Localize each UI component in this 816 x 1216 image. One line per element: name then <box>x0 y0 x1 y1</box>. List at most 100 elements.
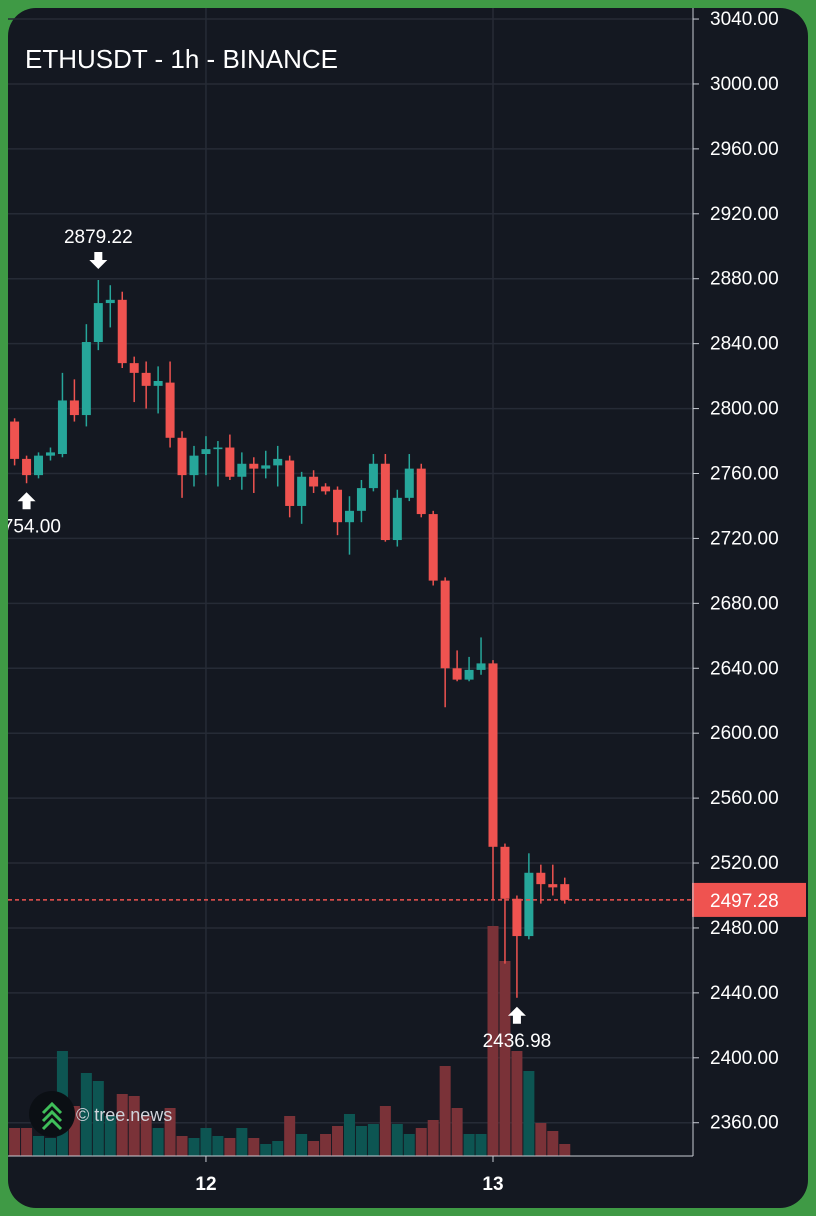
candle-body <box>201 449 211 455</box>
candle-body <box>225 447 235 477</box>
volume-bar <box>21 1128 33 1156</box>
volume-bar <box>188 1138 200 1156</box>
volume-bar <box>200 1128 212 1156</box>
volume-bar <box>475 1134 487 1156</box>
volume-bar <box>320 1134 332 1156</box>
watermark-icon <box>41 1101 63 1131</box>
volume-bar <box>284 1116 296 1156</box>
candle-body <box>344 510 354 523</box>
volume-bar <box>559 1144 571 1156</box>
candle-body <box>488 663 498 847</box>
volume-bar <box>296 1134 308 1156</box>
volume-bar <box>403 1134 415 1156</box>
candle-body <box>392 497 402 541</box>
candle-body <box>333 489 343 523</box>
watermark-text: © tree.news <box>76 1105 172 1125</box>
candle-body <box>297 476 307 506</box>
volume-bar <box>487 926 499 1156</box>
volume-bar <box>427 1120 439 1156</box>
volume-bar <box>367 1124 379 1156</box>
volume-bar <box>44 1138 56 1156</box>
candle-body <box>464 669 474 680</box>
candle-body <box>428 514 438 581</box>
volume-bar <box>451 1108 463 1156</box>
candle-body <box>273 458 283 466</box>
y-tick-label: 2760.00 <box>710 464 779 485</box>
volume-bar <box>332 1126 344 1156</box>
volume-bar <box>92 1081 104 1156</box>
axes: 2360.00 2400.00 2440.00 2480.00 2520.00 2560.… <box>195 9 806 1195</box>
volume-bar <box>547 1131 559 1156</box>
volume-bar <box>116 1094 128 1156</box>
y-tick-label: 2640.00 <box>710 658 779 679</box>
y-tick-label: 2880.00 <box>710 269 779 290</box>
candle-body <box>93 303 103 343</box>
candle-body <box>10 421 20 459</box>
volume-bar <box>523 1071 535 1156</box>
candle-body <box>440 580 450 669</box>
candle-body <box>153 380 163 386</box>
y-tick-label: 2920.00 <box>710 204 779 225</box>
volume-bar <box>152 1128 164 1156</box>
low-marker-label: 2436.98 <box>483 1031 552 1052</box>
y-tick-label: 2360.00 <box>710 1113 779 1134</box>
candle-body <box>416 468 426 515</box>
volume-bar <box>499 961 511 1156</box>
chart-card <box>8 8 808 1208</box>
volume-bar <box>224 1138 236 1156</box>
volume-bar <box>355 1126 367 1156</box>
y-tick-label: 2440.00 <box>710 983 779 1004</box>
candle-body <box>129 363 139 373</box>
high-marker-arrow <box>89 251 108 269</box>
x-tick-label: 12 <box>195 1174 216 1195</box>
volume-bar <box>176 1136 188 1156</box>
volume-bar <box>439 1066 451 1156</box>
candle-body <box>69 400 79 416</box>
candle-body <box>285 460 295 506</box>
y-tick-label: 2680.00 <box>710 593 779 614</box>
volume-bar <box>535 1123 547 1156</box>
candle-body <box>524 872 534 937</box>
candle-body <box>452 668 462 680</box>
candle-body <box>404 468 414 498</box>
watermark: © tree.news <box>29 1091 172 1137</box>
candle-body <box>368 463 378 489</box>
volume-bar <box>104 1116 116 1156</box>
volume-bar <box>391 1124 403 1156</box>
volume-bar <box>463 1134 475 1156</box>
volume-bar <box>33 1136 45 1156</box>
candle-body <box>141 372 151 386</box>
candle-body <box>45 452 55 456</box>
candle-body <box>261 465 271 469</box>
candle-body <box>500 846 510 899</box>
candle-body <box>177 437 187 476</box>
candle-body <box>548 884 558 888</box>
volume-bar <box>511 1051 523 1156</box>
volume-bar <box>272 1141 284 1156</box>
y-tick-label: 2800.00 <box>710 399 779 420</box>
candle-body <box>380 463 390 541</box>
candle-body <box>22 458 32 476</box>
volume-bar <box>68 1106 80 1156</box>
y-tick-label: 2840.00 <box>710 334 779 355</box>
volume-bar <box>140 1116 152 1156</box>
candle-body <box>321 486 331 492</box>
volume-bar <box>415 1128 427 1156</box>
y-tick-label: 2960.00 <box>710 139 779 160</box>
candle-body <box>536 872 546 885</box>
volume-bar <box>128 1096 140 1156</box>
volume-bar <box>9 1128 21 1156</box>
candle-body <box>165 382 175 438</box>
y-tick-label: 3040.00 <box>710 9 779 30</box>
volume-bar <box>260 1144 272 1156</box>
candle-body <box>81 342 91 416</box>
y-tick-label: 3000.00 <box>710 74 779 95</box>
y-tick-label: 2480.00 <box>710 918 779 939</box>
candle-body <box>560 884 570 900</box>
low-marker-arrow <box>507 1006 526 1024</box>
candle-body <box>213 447 223 450</box>
low-marker-arrow <box>17 492 36 510</box>
